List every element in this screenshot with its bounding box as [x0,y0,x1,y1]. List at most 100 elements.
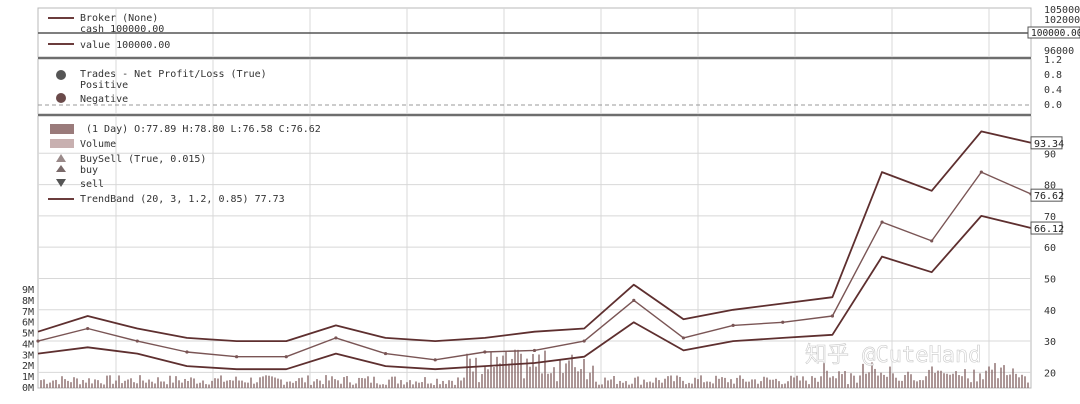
volume-y-tick: 7M [22,307,34,318]
volume-bar [496,356,498,388]
volume-bar [586,379,588,388]
volume-bar [274,377,276,388]
volume-bar [982,379,984,388]
volume-bar [796,375,798,388]
volume-bar [229,380,231,388]
volume-bar [196,383,198,388]
volume-bar [976,381,978,388]
volume-bar [643,379,645,388]
volume-bar [844,371,846,388]
volume-bar [70,382,72,388]
volume-bar [193,378,195,388]
volume-bar [580,369,582,388]
volume-bar [721,377,723,388]
volume-bar [799,380,801,388]
close-point [532,348,537,353]
volume-bar [934,372,936,388]
volume-bar [1021,374,1023,388]
legend-value: value 100000.00 [48,40,170,51]
volume-bar [928,369,930,388]
volume-bar [502,355,504,388]
volume-bar [967,378,969,388]
volume-bar [247,382,249,388]
volume-bar [1027,382,1029,388]
volume-bar [355,383,357,388]
volume-bar [115,380,117,388]
buysell-icon [56,154,66,162]
volume-bar [400,380,402,388]
value-tag-broker: 100000.00 [1027,26,1080,39]
volume-bar [256,382,258,388]
volume-bar [979,373,981,388]
volume-bar [973,369,975,388]
volume-bar [283,384,285,388]
volume-bar [49,382,51,388]
volume-bar [430,383,432,388]
volume-bar [670,375,672,388]
volume-bar [964,369,966,388]
trendband-upper-line [37,130,1032,343]
volume-bar [352,384,354,388]
volume-bar [574,367,576,388]
volume-bar [871,362,873,388]
volume-bar [190,377,192,388]
volume-bar [988,366,990,388]
volume-bar [298,378,300,388]
volume-bar [910,374,912,388]
volume-bar [916,381,918,388]
volume-bar [232,380,234,388]
volume-bar [268,375,270,388]
volume-bar [94,379,96,388]
volume-bar [409,380,411,388]
legend-trades-positive: Positive [80,80,128,91]
volume-bar [124,380,126,388]
volume-bar [802,376,804,388]
volume-bar [823,363,825,388]
volume-bar [568,360,570,388]
value-tag-box [1030,136,1063,150]
volume-bar [625,381,627,388]
legend-trades: Trades - Net Profit/Loss (True) Positive… [56,69,267,105]
volume-icon [50,139,74,148]
volume-bar [442,380,444,388]
volume-bar [664,378,666,388]
legend-ohlc: (1 Day) O:77.89 H:78.80 L:76.58 C:76.62 [86,124,321,135]
volume-bar [478,382,480,388]
volume-bar [538,354,540,388]
volume-bar [874,368,876,388]
volume-bar [208,384,210,388]
volume-bar [937,370,939,388]
volume-bar [655,377,657,388]
volume-bar [427,383,429,388]
legend-price: (1 Day) O:77.89 H:78.80 L:76.58 C:76.62 … [48,124,321,205]
volume-bar [145,382,147,388]
volume-bar [817,381,819,388]
candle-icon [50,124,74,134]
volume-bar [220,375,222,388]
volume-bar [697,379,699,388]
volume-bar [85,382,87,388]
volume-bar [784,383,786,388]
volume-bar [739,375,741,388]
volume-bar [640,384,642,388]
volume-bar [553,367,555,388]
volume-bar [613,375,615,388]
volume-bar [226,380,228,388]
volume-bar [631,383,633,388]
volume-bar [715,375,717,388]
volume-bar [187,380,189,388]
volume-bar [370,382,372,388]
close-point [781,320,785,324]
volume-bar [661,382,663,388]
volume-bar [151,381,153,388]
volume-bar [889,366,891,388]
volume-bar [790,375,792,388]
price-y-tick: 70 [1044,212,1056,223]
volume-bar [487,369,489,388]
volume-bar [811,376,813,388]
volume-bar [385,384,387,388]
close-point [235,355,239,359]
volume-bar [604,377,606,388]
volume-bar [214,378,216,388]
